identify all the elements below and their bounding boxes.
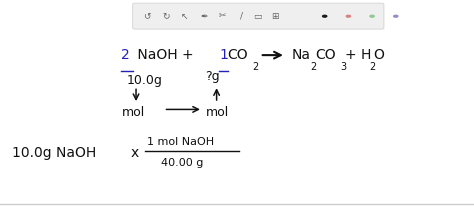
- Text: 3: 3: [340, 62, 346, 72]
- Text: 1 mol NaOH: 1 mol NaOH: [147, 137, 214, 147]
- Text: 1: 1: [219, 48, 228, 62]
- Text: /: /: [240, 12, 243, 21]
- Text: ↺: ↺: [143, 12, 151, 21]
- Text: mol: mol: [206, 106, 229, 119]
- Text: ▭: ▭: [253, 12, 262, 21]
- Circle shape: [323, 15, 327, 17]
- Text: ?g: ?g: [205, 71, 219, 83]
- Text: + H: + H: [345, 48, 372, 62]
- Text: 10.0g NaOH: 10.0g NaOH: [12, 146, 96, 160]
- Circle shape: [394, 15, 398, 17]
- Text: O: O: [373, 48, 384, 62]
- Text: x: x: [130, 146, 138, 160]
- Text: Na: Na: [292, 48, 310, 62]
- Text: CO: CO: [315, 48, 336, 62]
- Text: 2: 2: [369, 62, 375, 72]
- Circle shape: [370, 15, 374, 17]
- FancyBboxPatch shape: [133, 3, 384, 29]
- Text: ✂: ✂: [219, 12, 227, 21]
- Text: ↻: ↻: [162, 12, 170, 21]
- Text: 10.0g: 10.0g: [127, 74, 163, 87]
- Text: mol: mol: [122, 106, 146, 119]
- Circle shape: [346, 15, 350, 17]
- Text: CO: CO: [227, 48, 248, 62]
- Text: 2: 2: [310, 62, 317, 72]
- Text: 40.00 g: 40.00 g: [161, 158, 203, 168]
- Text: NaOH +: NaOH +: [133, 48, 193, 62]
- Text: ✒: ✒: [200, 12, 208, 21]
- Text: 2: 2: [121, 48, 129, 62]
- Text: ⊞: ⊞: [271, 12, 279, 21]
- Text: 2: 2: [253, 62, 259, 72]
- Text: ↖: ↖: [181, 12, 189, 21]
